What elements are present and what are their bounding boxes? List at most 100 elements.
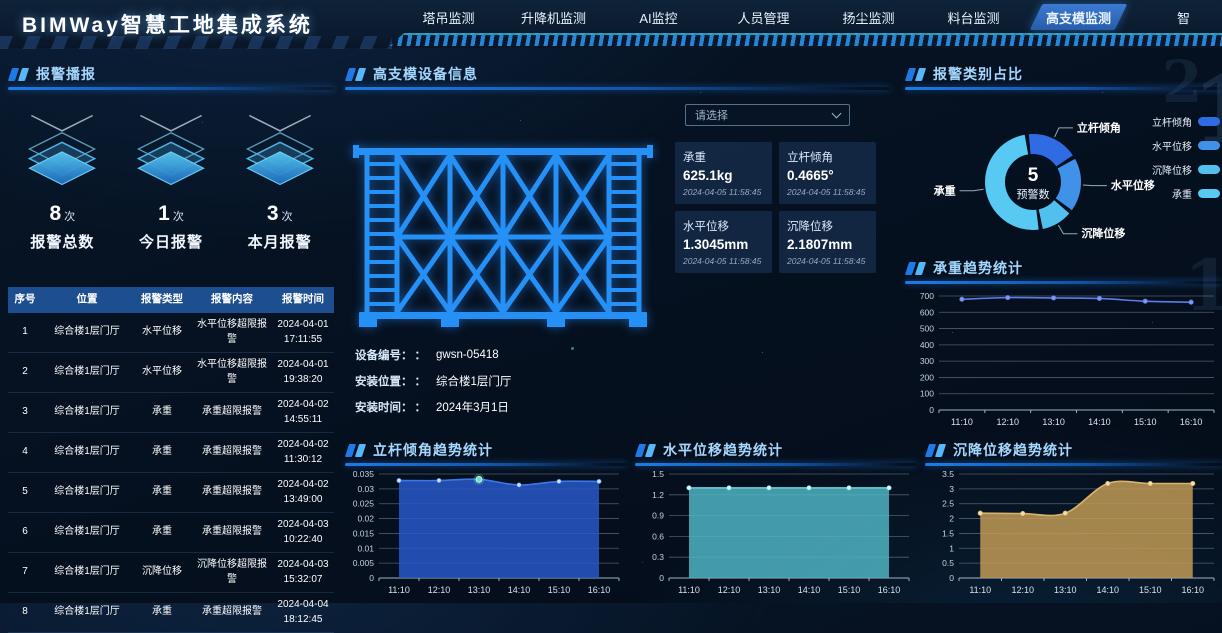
section-header: 报警播报 [7, 62, 334, 90]
table-cell: 承重超限报警 [202, 446, 262, 458]
svg-text:2: 2 [949, 514, 954, 524]
svg-text:11:10: 11:10 [969, 585, 991, 595]
svg-text:14:10: 14:10 [798, 585, 821, 595]
svg-text:立杆倾角: 立杆倾角 [1077, 120, 1121, 134]
alarm-broadcast-panel: 报警播报 8 次报警总数 1 次今日报警 3 次本月报警 序号 位置 报警类型 报警内容 报警时间… [7, 62, 334, 633]
nav-tab-扬尘监测[interactable]: 扬尘监测 [842, 10, 895, 26]
svg-text:11:10: 11:10 [678, 585, 700, 595]
nav-tab-人员管理[interactable]: 人员管理 [737, 10, 790, 26]
svg-text:0.9: 0.9 [652, 511, 664, 521]
stat-value: 1 [158, 202, 170, 225]
svg-text:12:10: 12:10 [996, 417, 1019, 427]
column-header: 报警类型 [141, 293, 183, 306]
table-cell: 2024-04-02 13:49:00 [277, 479, 329, 505]
section-title: 沉降位移趋势统计 [953, 442, 1073, 458]
table-cell: 2024-04-04 18:12:45 [277, 599, 329, 625]
device-select-dropdown[interactable]: 请选择 [685, 104, 850, 126]
svg-text:16:10: 16:10 [1181, 585, 1204, 595]
legend-swatch [1198, 165, 1220, 174]
section-header: 立杆倾角趋势统计 [344, 438, 627, 466]
layered-diamond-icon [234, 104, 326, 201]
table-cell: 2024-04-02 14:55:11 [277, 399, 329, 425]
metric-value: 625.1kg [683, 168, 733, 183]
legend-item-立杆倾角[interactable]: 立杆倾角 [1152, 114, 1220, 129]
table-cell: 承重 [152, 406, 172, 418]
table-cell: 7 [22, 566, 28, 578]
table-cell: 2024-04-02 11:30:12 [277, 439, 329, 465]
metric-label: 沉降位移 [787, 221, 833, 233]
column-header: 报警时间 [282, 293, 324, 306]
svg-text:1.5: 1.5 [942, 528, 954, 538]
settlement-area-chart: 0 0.5 1 1.5 2 2.5 3 3.5 11:10 12:10 13:10 14:10 15:1… [925, 466, 1222, 603]
load-trend-line-chart: 0 100 200 300 400 500 600 700 11:10 12:10 13:10 14:… [905, 288, 1222, 435]
svg-text:12:10: 12:10 [1011, 585, 1034, 595]
legend-item-水平位移[interactable]: 水平位移 [1152, 138, 1220, 153]
table-cell: 沉降位移超限报警 [197, 559, 267, 585]
table-cell: 综合楼1层门厅 [54, 406, 120, 418]
svg-text:2.5: 2.5 [942, 499, 954, 509]
nav-tab-高支模监测[interactable]: 高支模监测 [1026, 0, 1131, 34]
svg-text:16:10: 16:10 [588, 585, 611, 595]
svg-text:0.02: 0.02 [357, 514, 374, 524]
table-row: 1 综合楼1层门厅 水平位移 水平位移超限报警 2024-04-01 17:11:55 [8, 313, 334, 353]
svg-text:15:10: 15:10 [1134, 417, 1157, 427]
metric-label: 承重 [683, 152, 706, 164]
table-cell: 承重 [152, 606, 172, 618]
metric-card-立杆倾角: 立杆倾角 0.4665° 2024-04-05 11:58:45 [779, 142, 876, 204]
table-row: 5 综合楼1层门厅 承重 承重超限报警 2024-04-02 13:49:00 [8, 473, 334, 513]
header-decor-right-stripes [390, 33, 1222, 46]
metric-timestamp: 2024-04-05 11:58:45 [787, 256, 866, 266]
legend-item-沉降位移[interactable]: 沉降位移 [1152, 162, 1220, 177]
table-row: 3 综合楼1层门厅 承重 承重超限报警 2024-04-02 14:55:11 [8, 393, 334, 433]
svg-text:16:10: 16:10 [878, 585, 901, 595]
section-title: 报警类别占比 [933, 66, 1023, 82]
svg-text:13:10: 13:10 [758, 585, 781, 595]
table-row: 7 综合楼1层门厅 沉降位移 沉降位移超限报警 2024-04-03 15:32:07 [8, 553, 334, 593]
metric-timestamp: 2024-04-05 11:58:45 [683, 256, 762, 266]
section-header: 承重趋势统计 [904, 256, 1222, 284]
device-metric-cards: 承重 625.1kg 2024-04-05 11:58:45 立杆倾角 0.4665° 2… [675, 142, 877, 273]
nav-tab-AI监控[interactable]: AI监控 [639, 10, 678, 26]
legend-swatch [1198, 189, 1220, 198]
table-cell: 承重超限报警 [202, 486, 262, 498]
table-cell: 2024-04-01 17:11:55 [277, 319, 329, 345]
svg-text:承重: 承重 [934, 183, 956, 197]
legend-item-承重[interactable]: 承重 [1172, 186, 1220, 201]
nav-tab-塔吊监测[interactable]: 塔吊监测 [422, 10, 475, 26]
column-header: 报警内容 [211, 293, 253, 306]
table-cell: 6 [22, 526, 28, 538]
stat-value: 3 [266, 202, 279, 225]
metric-timestamp: 2024-04-05 11:58:45 [787, 187, 866, 197]
table-cell: 综合楼1层门厅 [54, 486, 120, 498]
metric-card-水平位移: 水平位移 1.3045mm 2024-04-05 11:58:45 [675, 211, 772, 273]
donut-legend: 立杆倾角水平位移沉降位移承重 [1152, 114, 1220, 201]
table-cell: 综合楼1层门厅 [54, 526, 120, 538]
table-cell: 承重 [152, 526, 172, 538]
load-trend-panel: 承重趋势统计 0 100 200 300 400 500 600 700 11:10 12:10 1… [904, 256, 1222, 435]
table-cell: 综合楼1层门厅 [54, 326, 120, 338]
section-underline [345, 463, 627, 466]
section-slash-icon [344, 443, 367, 457]
svg-text:3.5: 3.5 [942, 469, 954, 479]
device-info-line: 安装位置：： 综合楼1层门厅 [355, 368, 511, 394]
table-cell: 8 [22, 606, 28, 618]
svg-text:0.6: 0.6 [652, 531, 664, 541]
nav-tab-升降机监测[interactable]: 升降机监测 [520, 10, 586, 26]
stat-unit: 次 [172, 211, 184, 223]
table-cell: 2024-04-01 19:38:20 [277, 359, 329, 385]
info-separator: ： [414, 350, 427, 362]
nav-tab-料台监测[interactable]: 料台监测 [947, 10, 1000, 26]
table-cell: 水平位移超限报警 [197, 359, 267, 385]
section-underline [8, 87, 334, 90]
table-row: 4 综合楼1层门厅 承重 承重超限报警 2024-04-02 11:30:12 [8, 433, 334, 473]
legend-label: 承重 [1172, 190, 1192, 201]
info-label: 设备编号： [355, 350, 413, 362]
section-underline [925, 463, 1222, 466]
svg-text:3: 3 [949, 484, 954, 494]
section-header: 报警类别占比 [904, 62, 1222, 90]
table-cell: 水平位移 [142, 366, 182, 378]
metric-card-沉降位移: 沉降位移 2.1807mm 2024-04-05 11:58:45 [779, 211, 876, 273]
table-row: 6 综合楼1层门厅 承重 承重超限报警 2024-04-03 10:22:40 [8, 513, 334, 553]
top-header: BIMWay智慧工地集成系统 塔吊监测 升降机监测 AI监控 人员管理 扬尘监测 料台监测… [0, 0, 1222, 49]
nav-tab-智[interactable]: 智 [1176, 10, 1190, 26]
